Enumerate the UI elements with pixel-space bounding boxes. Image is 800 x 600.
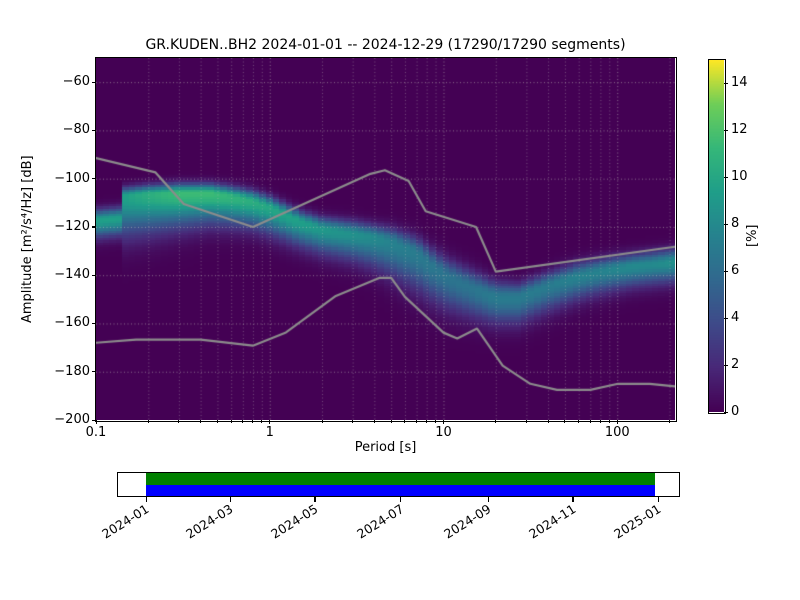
y-tick-label: −120 — [54, 218, 90, 234]
timeline-box — [117, 472, 680, 497]
y-tick-label: −160 — [54, 315, 90, 331]
y-tick-label: −100 — [54, 170, 90, 186]
timeline-tick-label: 2024-09 — [441, 501, 494, 542]
timeline-tick — [145, 497, 147, 502]
x-tick-label: 10 — [435, 425, 452, 440]
timeline-tick — [572, 497, 574, 502]
y-tick-label: −60 — [62, 74, 90, 90]
timeline-tick — [487, 497, 489, 502]
timeline-tick-label: 2024-03 — [183, 501, 236, 542]
timeline-tick — [657, 497, 659, 502]
colorbar-gradient — [709, 60, 724, 412]
y-axis-label: Amplitude [m²/s⁴/Hz] [dB] — [20, 155, 35, 323]
x-tick-label: 0.1 — [85, 425, 107, 440]
timeline-tick-label: 2024-11 — [526, 501, 579, 542]
x-tick-label: 1 — [265, 425, 274, 440]
colorbar-border — [708, 59, 726, 414]
x-tick-label: 100 — [604, 425, 630, 440]
y-tick-label: −80 — [62, 122, 90, 138]
timeline-tick — [314, 497, 316, 502]
timeline-tick — [400, 497, 402, 502]
colorbar-label: [%] — [745, 224, 760, 248]
y-tick-label: −200 — [54, 412, 90, 427]
y-tick-label: −140 — [54, 267, 90, 283]
timeline-tick-label: 2024-05 — [268, 501, 321, 542]
ppsd-heatmap — [96, 58, 675, 420]
timeline-tick-label: 2024-07 — [353, 501, 407, 542]
axes-border — [95, 57, 677, 422]
timeline-data-bar — [146, 484, 655, 496]
timeline-tick — [229, 497, 231, 502]
timeline-tick-label: 2025-01 — [611, 501, 664, 542]
timeline-tick-label: 2024-01 — [99, 501, 152, 542]
x-axis-label: Period [s] — [354, 440, 417, 455]
y-tick-label: −180 — [54, 363, 90, 379]
plot-title: GR.KUDEN..BH2 2024-01-01 -- 2024-12-29 (… — [145, 37, 626, 53]
timeline-processed-bar — [146, 473, 655, 485]
